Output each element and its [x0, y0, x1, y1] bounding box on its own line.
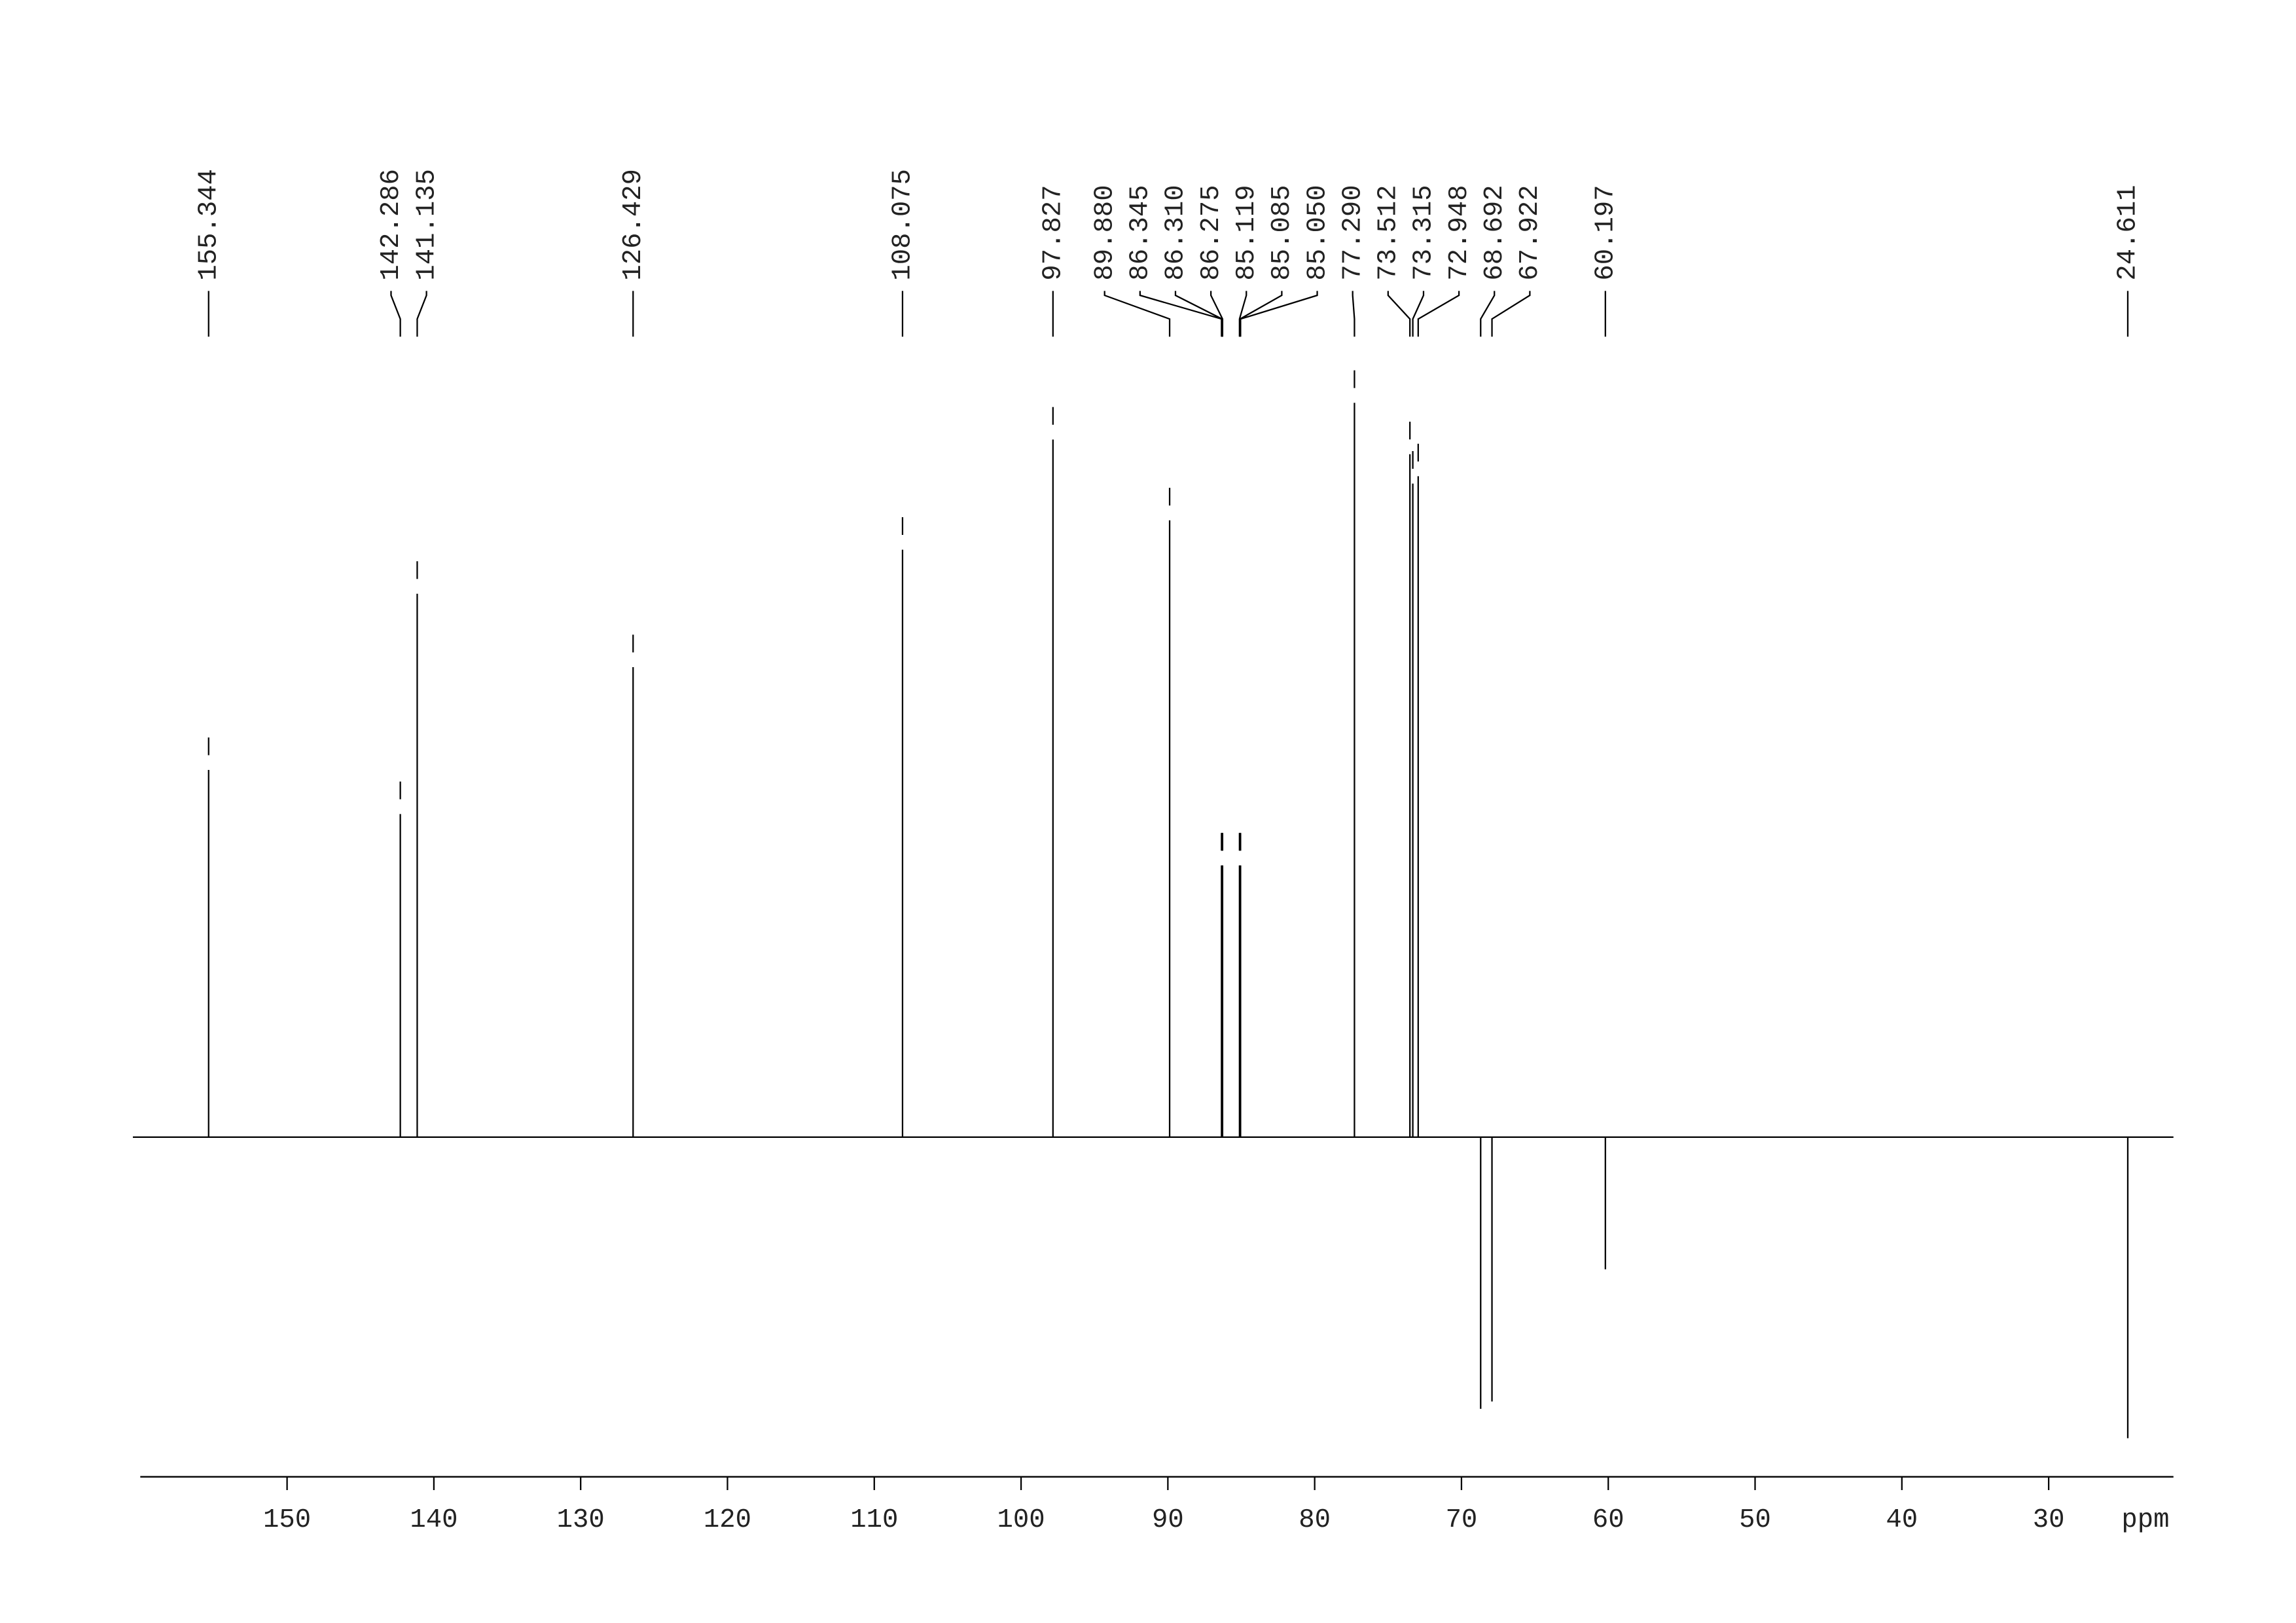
label-connector [1412, 291, 1425, 337]
peak-label: 142.286 [376, 169, 406, 281]
peak-label: 85.085 [1267, 185, 1297, 280]
x-tick-label: 120 [704, 1505, 751, 1535]
label-connector [390, 291, 401, 337]
peak-label: 141.135 [412, 169, 442, 281]
peak-label: 68.692 [1480, 185, 1510, 280]
peak-label: 60.197 [1591, 185, 1621, 280]
peak-label: 108.075 [888, 169, 918, 281]
peak-label: 24.611 [2113, 185, 2144, 280]
peak-label: 86.310 [1161, 185, 1191, 280]
label-connector [1240, 291, 1318, 337]
peak-label: 77.290 [1338, 185, 1368, 280]
label-connector [1174, 291, 1223, 337]
x-tick-label: 90 [1152, 1505, 1184, 1535]
x-tick-label: 130 [557, 1505, 605, 1535]
x-tick-label: 50 [1739, 1505, 1771, 1535]
peak-label: 85.050 [1302, 185, 1333, 280]
x-tick-label: 40 [1886, 1505, 1918, 1535]
x-tick-label: 80 [1299, 1505, 1331, 1535]
label-connector [1480, 291, 1496, 337]
x-tick-label: 100 [997, 1505, 1045, 1535]
x-axis-label: ppm [2121, 1505, 2169, 1535]
peak-label: 86.275 [1196, 185, 1227, 280]
label-connector [1417, 291, 1460, 337]
x-tick-label: 60 [1592, 1505, 1624, 1535]
peak-label: 97.827 [1039, 185, 1069, 280]
label-connector [1352, 291, 1355, 337]
label-connector [1387, 291, 1411, 337]
label-connector [1103, 291, 1171, 337]
x-tick-label: 150 [263, 1505, 311, 1535]
peak-label: 155.344 [194, 169, 224, 281]
label-connector [1210, 291, 1224, 337]
peak-label: 89.880 [1090, 185, 1120, 280]
label-connector [416, 291, 427, 337]
peak-label: 85.119 [1232, 185, 1262, 280]
x-tick-label: 140 [410, 1505, 457, 1535]
peak-label: 73.512 [1374, 185, 1404, 280]
x-tick-label: 70 [1446, 1505, 1478, 1535]
peak-label: 86.345 [1126, 185, 1156, 280]
x-tick-label: 30 [2033, 1505, 2065, 1535]
peak-label: 126.429 [619, 169, 649, 281]
peak-label: 73.315 [1409, 185, 1439, 280]
label-connector [1491, 291, 1531, 337]
peak-label: 67.922 [1515, 185, 1545, 280]
x-tick-label: 110 [850, 1505, 898, 1535]
peak-label: 72.948 [1444, 185, 1475, 280]
